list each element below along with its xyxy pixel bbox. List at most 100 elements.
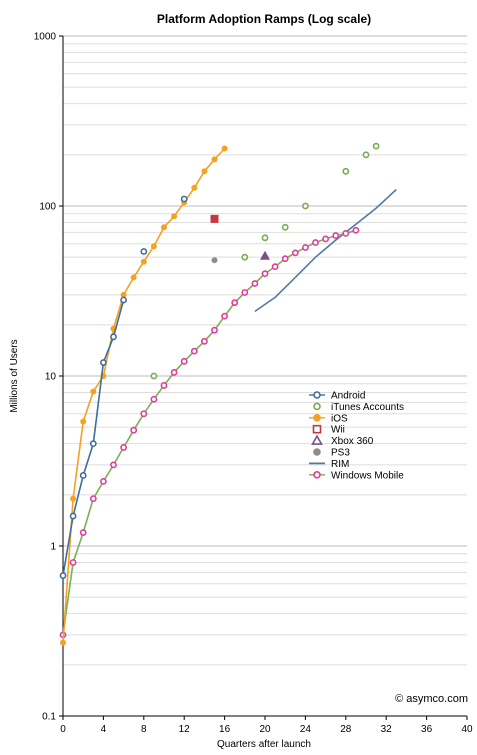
legend-label: iTunes Accounts xyxy=(331,402,404,413)
android-line xyxy=(62,299,125,576)
x-tick-label: 32 xyxy=(381,724,393,735)
legend-label: PS3 xyxy=(331,448,350,459)
legend-label: Android xyxy=(331,391,365,402)
windows-mobile-point xyxy=(271,263,279,271)
windows-mobile-point xyxy=(69,559,77,566)
android-point xyxy=(110,333,117,341)
legend-label: Xbox 360 xyxy=(331,436,374,447)
legend-item-windows-mobile: Windows Mobile xyxy=(309,470,404,481)
xbox-360-point xyxy=(260,250,270,260)
windows-mobile-line xyxy=(62,229,357,636)
ios-point xyxy=(211,156,218,163)
android-point xyxy=(140,248,148,255)
ios-point xyxy=(90,388,97,395)
ios-point xyxy=(201,168,208,175)
x-tick-label: 40 xyxy=(461,724,473,735)
windows-mobile-point xyxy=(120,444,127,451)
ios-point xyxy=(60,639,67,646)
rim-line xyxy=(254,188,397,313)
ios-point xyxy=(80,418,87,425)
itunes-accounts-point xyxy=(241,253,249,261)
itunes-accounts-point xyxy=(342,167,350,175)
grid-layer xyxy=(63,35,467,717)
legend-item-ios: iOS xyxy=(309,413,348,424)
wii-point xyxy=(210,214,219,223)
windows-mobile-point xyxy=(170,368,178,376)
windows-mobile-point xyxy=(130,426,138,434)
windows-mobile-point xyxy=(150,395,158,403)
android-point xyxy=(79,472,87,479)
ios-point xyxy=(221,145,228,152)
itunes-accounts-series xyxy=(150,142,380,380)
legend-label: iOS xyxy=(331,413,348,424)
ios-point xyxy=(70,495,77,502)
windows-mobile-point xyxy=(332,232,340,239)
ios-point xyxy=(150,243,157,250)
android-point xyxy=(59,572,67,579)
ios-point xyxy=(171,213,178,220)
windows-mobile-point xyxy=(231,299,239,307)
ios-point xyxy=(160,224,167,231)
legend-item-rim: RIM xyxy=(309,459,349,470)
android-point xyxy=(120,296,127,304)
legend-swatch xyxy=(313,470,321,479)
legend-label: Wii xyxy=(331,425,345,436)
series-layer xyxy=(59,142,397,646)
x-tick-label: 20 xyxy=(259,724,271,735)
itunes-accounts-point xyxy=(301,202,309,210)
x-tick-label: 16 xyxy=(219,724,231,735)
itunes-accounts-point xyxy=(281,223,289,231)
ps3-series xyxy=(211,257,218,264)
itunes-accounts-point xyxy=(372,142,380,150)
rim-series xyxy=(254,188,397,313)
windows-mobile-series xyxy=(59,226,360,639)
windows-mobile-point xyxy=(211,326,218,334)
windows-mobile-point xyxy=(322,235,329,243)
ps3-point xyxy=(211,257,218,264)
x-tick-label: 28 xyxy=(340,724,352,735)
android-point xyxy=(100,359,107,366)
x-tick-label: 8 xyxy=(141,724,147,735)
windows-mobile-point xyxy=(221,312,228,320)
x-tick-label: 24 xyxy=(300,724,312,735)
legend-swatch xyxy=(312,424,322,434)
android-point xyxy=(89,440,97,448)
windows-mobile-point xyxy=(200,337,208,345)
ios-series xyxy=(60,145,228,646)
y-axis-label: Millions of Users xyxy=(9,339,20,412)
windows-mobile-point xyxy=(342,229,350,237)
x-tick-label: 36 xyxy=(421,724,433,735)
axes-layer: 0.1 1 10 100 1000 0 4 8 12 16 20 24 28 32 36 40 xyxy=(34,32,473,736)
xbox-360-series xyxy=(260,250,270,260)
credit-label: © asymco.com xyxy=(395,693,468,705)
android-point xyxy=(180,195,188,203)
x-axis-label: Quarters after launch xyxy=(217,739,311,750)
windows-mobile-point xyxy=(291,249,299,257)
x-tick-label: 12 xyxy=(179,724,191,735)
legend-swatch xyxy=(313,413,321,422)
windows-mobile-point xyxy=(89,495,97,503)
ios-point xyxy=(140,258,147,265)
y-tick-label: 1 xyxy=(50,542,56,553)
itunes-accounts-point xyxy=(150,372,158,380)
y-tick-label: 1000 xyxy=(34,32,57,43)
windows-mobile-point xyxy=(100,477,107,485)
windows-mobile-point xyxy=(352,226,360,234)
windows-mobile-point xyxy=(241,289,249,296)
y-tick-label: 10 xyxy=(45,372,57,383)
itunes-accounts-point xyxy=(261,234,269,242)
windows-mobile-point xyxy=(281,255,289,263)
windows-mobile-point xyxy=(160,382,168,389)
android-series xyxy=(59,195,188,579)
legend-item-ps3: PS3 xyxy=(313,448,350,459)
windows-mobile-point xyxy=(261,270,269,278)
itunes-accounts-point xyxy=(362,151,370,159)
legend-swatch xyxy=(313,402,321,411)
legend-swatch xyxy=(311,434,323,445)
x-tick-label: 4 xyxy=(101,724,107,735)
legend-label: RIM xyxy=(331,459,349,470)
legend-swatch xyxy=(313,448,321,456)
